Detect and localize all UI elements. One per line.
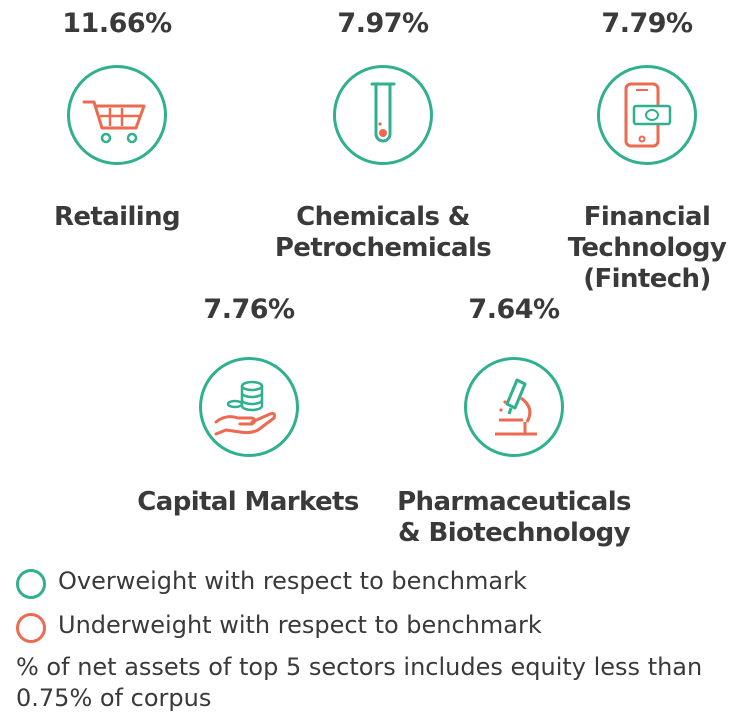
hand-coins-icon <box>199 357 299 457</box>
sector-name-test-tube: Chemicals & Petrochemicals <box>274 202 492 263</box>
sector-name-hand-coins: Capital Markets <box>137 487 359 517</box>
legend-overweight-label: Overweight with respect to benchmark <box>58 567 527 595</box>
sector-percentage-shopping-cart: 11.66% <box>62 8 172 39</box>
microscope-icon <box>464 357 564 457</box>
shopping-cart-icon <box>67 65 167 165</box>
sector-name-microscope: Pharmaceuticals & Biotechnology <box>397 487 631 548</box>
mobile-payment-icon <box>597 65 697 165</box>
sector-name-shopping-cart: Retailing <box>53 202 181 232</box>
footnote: % of net assets of top 5 sectors include… <box>16 653 703 712</box>
sector-percentage-mobile-payment: 7.79% <box>601 8 693 39</box>
sector-name-mobile-payment: Financial Technology (Fintech) <box>567 202 727 294</box>
orange-ring-icon <box>16 613 46 643</box>
legend-underweight-label: Underweight with respect to benchmark <box>58 611 542 639</box>
sector-percentage-hand-coins: 7.76% <box>203 294 295 325</box>
green-ring-icon <box>16 569 46 599</box>
sector-percentage-test-tube: 7.97% <box>337 8 429 39</box>
test-tube-icon <box>333 65 433 165</box>
sector-percentage-microscope: 7.64% <box>468 294 560 325</box>
